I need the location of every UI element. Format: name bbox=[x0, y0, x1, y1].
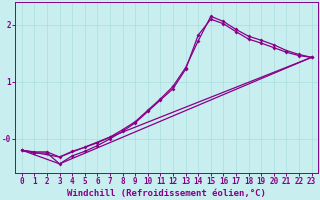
X-axis label: Windchill (Refroidissement éolien,°C): Windchill (Refroidissement éolien,°C) bbox=[67, 189, 266, 198]
